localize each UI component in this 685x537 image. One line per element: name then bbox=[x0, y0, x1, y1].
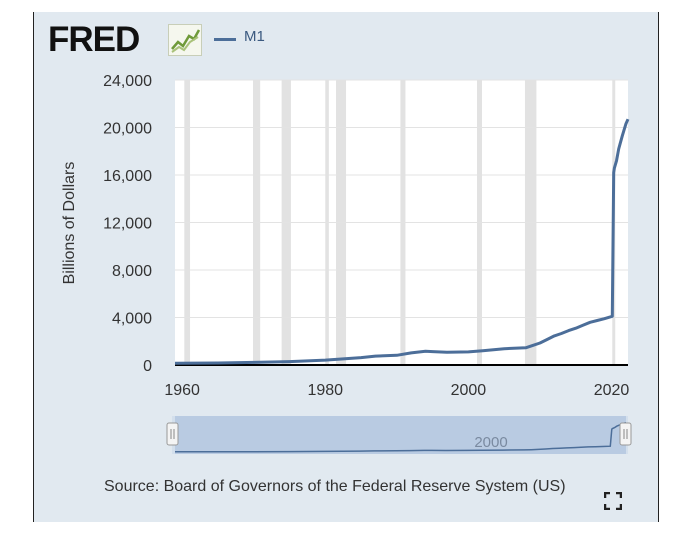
navigator-series-line bbox=[175, 421, 627, 453]
x-tick-label: 2000 bbox=[451, 382, 487, 399]
x-tick-label: 2020 bbox=[594, 382, 630, 399]
expand-icon[interactable] bbox=[603, 491, 623, 515]
fred-graph-icon bbox=[168, 24, 202, 56]
y-tick-label: 16,000 bbox=[103, 168, 152, 185]
y-tick-label: 0 bbox=[143, 358, 152, 375]
fred-logo[interactable]: FRED bbox=[48, 20, 140, 59]
legend-swatch bbox=[214, 38, 236, 41]
y-tick-label: 4,000 bbox=[112, 311, 152, 328]
legend-label: M1 bbox=[244, 28, 265, 45]
navigator-left-handle[interactable] bbox=[166, 422, 179, 446]
y-tick-label: 20,000 bbox=[103, 121, 152, 138]
navigator-selection[interactable] bbox=[175, 416, 626, 454]
x-tick-label: 1960 bbox=[164, 382, 200, 399]
series-line-m1[interactable] bbox=[174, 118, 630, 365]
navigator-right-handle[interactable] bbox=[619, 422, 632, 446]
y-tick-label: 12,000 bbox=[103, 216, 152, 233]
range-navigator[interactable]: 2000 bbox=[166, 416, 632, 454]
gridlines bbox=[175, 79, 628, 318]
x-axis: 1960 1980 2000 2020 bbox=[164, 382, 629, 399]
y-axis: 0 4,000 8,000 12,000 16,000 20,000 24,000 bbox=[103, 73, 152, 375]
y-axis-label: Billions of Dollars bbox=[61, 162, 78, 285]
navigator-tick-label: 2000 bbox=[474, 434, 507, 451]
y-tick-label: 24,000 bbox=[103, 73, 152, 90]
x-tick-label: 1980 bbox=[307, 382, 343, 399]
source-note: Source: Board of Governors of the Federa… bbox=[104, 478, 566, 495]
y-tick-label: 8,000 bbox=[112, 263, 152, 280]
